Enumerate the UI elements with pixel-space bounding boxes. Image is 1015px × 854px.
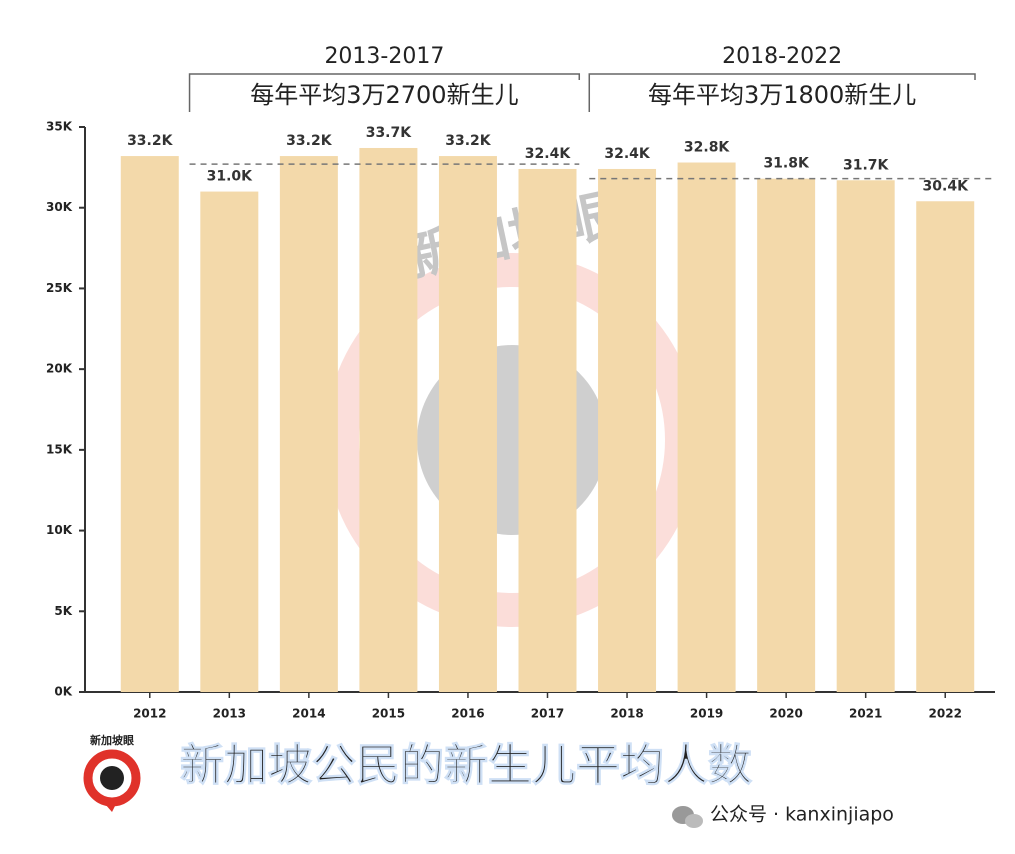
value-label: 32.8K [684,140,731,156]
x-tick-label: 2013 [213,707,246,721]
x-tick-label: 2018 [610,707,643,721]
y-tick-label: 25K [46,281,73,295]
value-label: 32.4K [525,146,572,162]
bar [438,156,497,693]
bar [757,178,816,692]
value-label: 32.4K [604,146,651,162]
logo-tail [98,796,118,812]
y-tick-label: 15K [46,442,73,456]
bracket [188,73,581,112]
y-tick-label: 5K [54,604,72,618]
logo-text: 新加坡眼 [90,733,134,747]
bracket [588,73,976,112]
x-tick-label: 2019 [690,707,723,721]
y-tick-label: 35K [46,120,73,134]
x-tick-label: 2016 [451,707,484,721]
period-text: 每年平均3万1800新生儿 [648,81,916,109]
logo: 新加坡眼 [83,733,141,812]
value-label: 30.4K [923,178,970,194]
period-label: 2018-2022 [722,44,842,69]
y-tick-label: 10K [46,523,73,537]
x-tick-label: 2015 [372,707,405,721]
footer: 公众号 · kanxinjiapo [672,804,894,828]
bar [200,191,259,693]
y-tick-label: 30K [46,200,73,214]
value-label: 33.7K [366,125,413,141]
value-label: 33.2K [127,133,174,149]
period-label: 2013-2017 [324,44,444,69]
bar [677,162,736,692]
value-label: 33.2K [445,133,492,149]
x-tick-label: 2017 [531,707,564,721]
value-label: 31.7K [843,157,890,173]
wechat-icon [685,814,703,828]
chart-title: 新加坡公民的新生儿平均人数 [180,740,752,791]
y-tick-label: 20K [46,362,73,376]
y-tick-label: 0K [54,685,72,699]
x-tick-label: 2022 [929,707,962,721]
x-tick-label: 2020 [769,707,802,721]
period-text: 每年平均3万2700新生儿 [250,81,518,109]
logo-dot [100,766,124,790]
bar [359,147,418,692]
bar [598,168,657,692]
value-label: 33.2K [286,133,333,149]
bar [518,168,577,692]
x-tick-label: 2021 [849,707,882,721]
bar [836,180,895,692]
x-tick-label: 2014 [292,707,325,721]
bar [120,156,179,693]
value-label: 31.0K [207,169,254,185]
value-label: 31.8K [763,156,810,172]
footer-text: 公众号 · kanxinjiapo [710,804,894,826]
x-tick-label: 2012 [133,707,166,721]
bar [279,156,338,693]
bar [916,201,975,692]
